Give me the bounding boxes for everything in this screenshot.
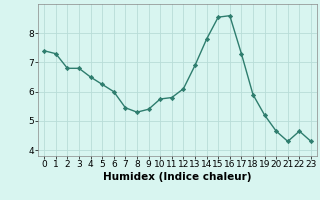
X-axis label: Humidex (Indice chaleur): Humidex (Indice chaleur)	[103, 172, 252, 182]
